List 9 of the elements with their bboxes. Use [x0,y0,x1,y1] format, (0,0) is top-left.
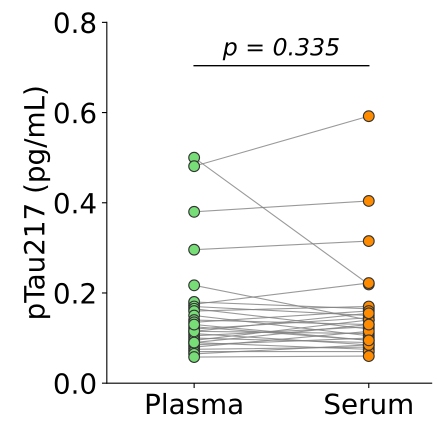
y-tick-label: 0.6 [54,102,96,124]
x-tick-label: Plasma [146,392,242,414]
y-tick-label: 0.4 [54,192,96,214]
y-tick-label: 0.0 [54,373,96,394]
y-axis-title: pTau217 (pg/mL) [23,87,50,318]
annotation: p = 0.335 [222,38,339,60]
x-tick-label: Serum [325,393,412,414]
y-tick-label: 0.8 [54,12,96,34]
y-tick-label: 0.2 [54,282,94,304]
